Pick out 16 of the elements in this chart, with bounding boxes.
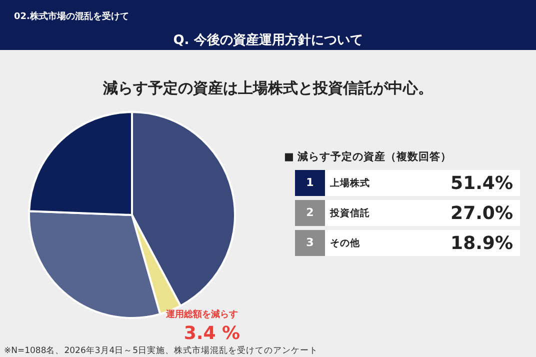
- text: 3: [306, 236, 314, 249]
- category-label: 投資信託: [329, 207, 370, 219]
- text: 27.0%: [450, 203, 513, 224]
- text: 2: [306, 206, 314, 219]
- data-label: 3.4 %: [184, 323, 240, 344]
- text: 51.4%: [450, 173, 513, 194]
- text: ※N=1088名、2026年3月4日～5日実施、株式市場混乱を受けてのアンケート: [4, 345, 318, 356]
- text: 18.9%: [450, 233, 513, 254]
- text: 02.株式市場の混乱を受けて: [14, 11, 129, 22]
- slice-label: 運用総額を減らす: [165, 309, 238, 320]
- category-label: 上場株式: [329, 177, 370, 189]
- text: ■ 減らす予定の資産（複数回答）: [284, 150, 452, 163]
- category-label: その他: [330, 237, 361, 249]
- chart-subtitle: 減らす予定の資産は上場株式と投資信託が中心。: [102, 79, 433, 97]
- text: Q. 今後の資産運用方針について: [173, 32, 363, 48]
- text: 1: [306, 176, 314, 189]
